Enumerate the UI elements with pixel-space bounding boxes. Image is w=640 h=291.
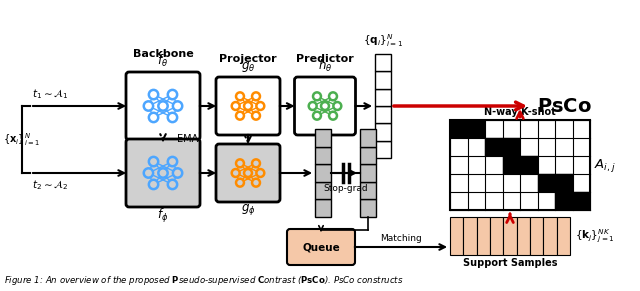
Circle shape bbox=[252, 112, 260, 120]
Bar bbox=[467, 120, 485, 138]
Bar bbox=[375, 54, 391, 71]
Text: Predictor: Predictor bbox=[296, 54, 354, 64]
Circle shape bbox=[173, 168, 182, 178]
Text: Stop-grad: Stop-grad bbox=[323, 184, 368, 193]
Text: $t_2 \sim \mathcal{A}_2$: $t_2 \sim \mathcal{A}_2$ bbox=[32, 178, 68, 192]
Bar bbox=[360, 164, 376, 182]
Circle shape bbox=[244, 169, 252, 177]
Circle shape bbox=[236, 179, 244, 187]
Text: Projector: Projector bbox=[219, 54, 277, 64]
Circle shape bbox=[252, 92, 260, 100]
Circle shape bbox=[329, 92, 337, 100]
Circle shape bbox=[257, 169, 264, 177]
Bar bbox=[530, 217, 543, 255]
Bar bbox=[516, 217, 530, 255]
Text: $f_\phi$: $f_\phi$ bbox=[157, 207, 169, 225]
Bar bbox=[503, 217, 516, 255]
Bar bbox=[315, 147, 331, 164]
Text: $t_1 \sim \mathcal{A}_1$: $t_1 \sim \mathcal{A}_1$ bbox=[32, 87, 68, 101]
Circle shape bbox=[236, 159, 244, 167]
Circle shape bbox=[244, 102, 252, 110]
Bar bbox=[520, 156, 538, 174]
Bar bbox=[450, 217, 463, 255]
FancyBboxPatch shape bbox=[216, 144, 280, 202]
Circle shape bbox=[168, 180, 177, 189]
FancyBboxPatch shape bbox=[126, 139, 200, 207]
Text: Matching: Matching bbox=[380, 234, 422, 243]
Circle shape bbox=[158, 168, 168, 178]
Circle shape bbox=[168, 113, 177, 122]
Circle shape bbox=[252, 179, 260, 187]
Bar bbox=[543, 217, 557, 255]
Circle shape bbox=[158, 101, 168, 111]
Bar bbox=[450, 120, 590, 210]
Bar bbox=[557, 217, 570, 255]
Circle shape bbox=[149, 180, 158, 189]
Bar bbox=[360, 129, 376, 147]
Text: Queue: Queue bbox=[302, 242, 340, 252]
Circle shape bbox=[257, 102, 264, 110]
Circle shape bbox=[144, 168, 153, 178]
Circle shape bbox=[232, 169, 239, 177]
Bar bbox=[502, 156, 520, 174]
Text: EMA: EMA bbox=[177, 134, 198, 145]
Bar bbox=[490, 217, 503, 255]
Text: Support Samples: Support Samples bbox=[463, 258, 557, 268]
Bar bbox=[375, 123, 391, 141]
Circle shape bbox=[333, 102, 341, 110]
Circle shape bbox=[313, 112, 321, 120]
Circle shape bbox=[149, 90, 158, 99]
Bar bbox=[375, 89, 391, 106]
Bar bbox=[360, 182, 376, 199]
Circle shape bbox=[252, 159, 260, 167]
Text: $\{\mathbf{k}_j\}_{j=1}^{NK}$: $\{\mathbf{k}_j\}_{j=1}^{NK}$ bbox=[575, 227, 614, 245]
Bar bbox=[555, 192, 573, 210]
Text: $\mathbf{PsCo}$: $\mathbf{PsCo}$ bbox=[537, 97, 592, 116]
Circle shape bbox=[149, 113, 158, 122]
Text: $f_\theta$: $f_\theta$ bbox=[157, 53, 168, 69]
Bar bbox=[538, 174, 555, 192]
Text: $g_\phi$: $g_\phi$ bbox=[241, 202, 255, 217]
Bar bbox=[485, 138, 502, 156]
Circle shape bbox=[149, 157, 158, 166]
Bar bbox=[450, 120, 467, 138]
Bar bbox=[375, 106, 391, 123]
Bar bbox=[573, 192, 590, 210]
Bar bbox=[463, 217, 477, 255]
Circle shape bbox=[168, 157, 177, 166]
FancyBboxPatch shape bbox=[294, 77, 355, 135]
Bar bbox=[555, 174, 573, 192]
Bar bbox=[315, 164, 331, 182]
Text: $\{\mathbf{q}_i\}_{i=1}^{N}$: $\{\mathbf{q}_i\}_{i=1}^{N}$ bbox=[363, 32, 403, 49]
Circle shape bbox=[236, 112, 244, 120]
Text: $A_{i,j}$: $A_{i,j}$ bbox=[594, 157, 616, 173]
Bar bbox=[360, 199, 376, 217]
Text: $h_\theta$: $h_\theta$ bbox=[318, 58, 332, 74]
Text: N-way K-shot: N-way K-shot bbox=[484, 107, 556, 117]
FancyBboxPatch shape bbox=[126, 72, 200, 140]
Bar bbox=[502, 138, 520, 156]
Bar bbox=[315, 129, 331, 147]
Bar bbox=[315, 182, 331, 199]
Bar bbox=[375, 71, 391, 89]
Circle shape bbox=[168, 90, 177, 99]
Circle shape bbox=[313, 92, 321, 100]
Circle shape bbox=[173, 101, 182, 111]
Bar bbox=[375, 141, 391, 158]
FancyBboxPatch shape bbox=[287, 229, 355, 265]
Text: $\{\mathbf{x}_i\}_{i=1}^{N}$: $\{\mathbf{x}_i\}_{i=1}^{N}$ bbox=[3, 131, 40, 148]
Bar bbox=[360, 147, 376, 164]
Text: $g_\theta$: $g_\theta$ bbox=[241, 60, 255, 74]
Circle shape bbox=[329, 112, 337, 120]
Bar bbox=[315, 199, 331, 217]
FancyBboxPatch shape bbox=[216, 77, 280, 135]
Circle shape bbox=[321, 102, 329, 110]
Text: Figure 1: An overview of the proposed $\mathbf{P}$seudo-supervised $\mathbf{C}$o: Figure 1: An overview of the proposed $\… bbox=[4, 274, 404, 287]
Text: Backbone: Backbone bbox=[132, 49, 193, 59]
Circle shape bbox=[144, 101, 153, 111]
Circle shape bbox=[308, 102, 317, 110]
Circle shape bbox=[236, 92, 244, 100]
Bar bbox=[477, 217, 490, 255]
Circle shape bbox=[232, 102, 239, 110]
